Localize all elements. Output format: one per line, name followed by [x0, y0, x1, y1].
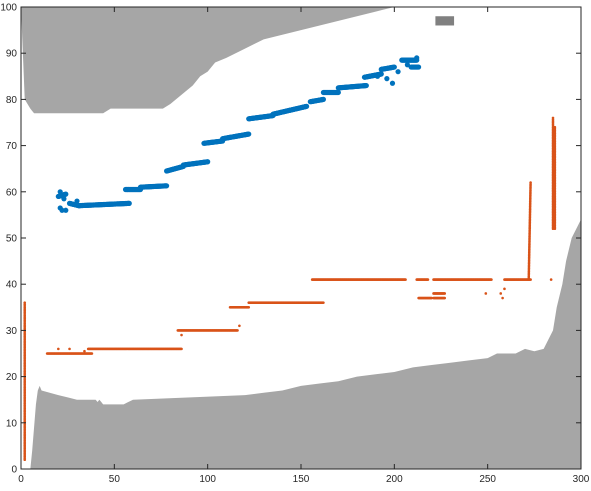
series-1-point: [375, 74, 380, 79]
series-2-point: [238, 324, 241, 327]
series-2-point: [180, 348, 183, 351]
y-tick-label: 20: [6, 372, 18, 383]
series-1-point: [58, 189, 63, 194]
series-1-point: [364, 83, 369, 88]
y-tick-label: 60: [6, 187, 18, 198]
y-tick-label: 80: [6, 95, 18, 106]
series-1-point: [304, 104, 309, 109]
series-2-point: [550, 278, 553, 281]
lower-obstacle-area: [30, 220, 581, 469]
x-tick-label: 300: [573, 474, 590, 485]
y-tick-label: 0: [11, 465, 17, 476]
x-tick-label: 150: [293, 474, 310, 485]
series-2-point: [443, 297, 446, 300]
y-tick-label: 50: [6, 234, 18, 245]
y-tick-label: 10: [6, 418, 18, 429]
series-1-point: [63, 208, 68, 213]
x-tick-label: 250: [479, 474, 496, 485]
series-2-point: [247, 306, 250, 309]
series-2-point: [83, 350, 86, 353]
series-1-point: [414, 55, 419, 60]
series-2-point: [23, 301, 26, 304]
series-1-point: [390, 81, 395, 86]
obstacle-areas: [21, 7, 581, 469]
y-tick-label: 90: [6, 49, 18, 60]
series-1-point: [63, 192, 68, 197]
y-tick-label: 40: [6, 280, 18, 291]
obstacle-blocks: [435, 16, 454, 25]
series-1-point: [127, 201, 132, 206]
series-2-point: [443, 292, 446, 295]
obstacle-block: [435, 16, 454, 25]
series-2-point: [485, 292, 488, 295]
series-2-point: [499, 292, 502, 295]
series-1-point: [61, 196, 66, 201]
series-1-point: [321, 97, 326, 102]
upper-obstacle-area: [21, 7, 394, 113]
series-2-point: [490, 278, 493, 281]
y-tick-label: 30: [6, 326, 18, 337]
series-1-point: [405, 62, 410, 67]
series-1-point: [392, 64, 397, 69]
series-1-point: [246, 131, 251, 136]
series-2-point: [427, 278, 430, 281]
series-2-point: [180, 334, 183, 337]
series-1-point: [336, 90, 341, 95]
series-2-point: [529, 181, 532, 184]
series-1-point: [416, 64, 421, 69]
series-1-point: [395, 69, 400, 74]
series-2-point: [57, 348, 60, 351]
series-2-point: [236, 329, 239, 332]
x-tick-label: 50: [109, 474, 121, 485]
series-1-point: [384, 76, 389, 81]
series-2-point: [68, 348, 71, 351]
series-2-point: [503, 288, 506, 291]
x-tick-label: 200: [386, 474, 403, 485]
series-1-point: [74, 198, 79, 203]
series-2-point: [552, 117, 555, 120]
y-tick-label: 70: [6, 141, 18, 152]
series-1-point: [164, 183, 169, 188]
series-1-point: [205, 159, 210, 164]
series-2-point: [404, 278, 407, 281]
x-tick-label: 0: [18, 474, 24, 485]
series-2-point: [322, 301, 325, 304]
x-tick-label: 100: [199, 474, 216, 485]
y-tick-label: 100: [0, 3, 17, 14]
series-2-point: [554, 126, 557, 129]
series-2-point: [501, 297, 504, 300]
series-2-point: [91, 352, 94, 355]
